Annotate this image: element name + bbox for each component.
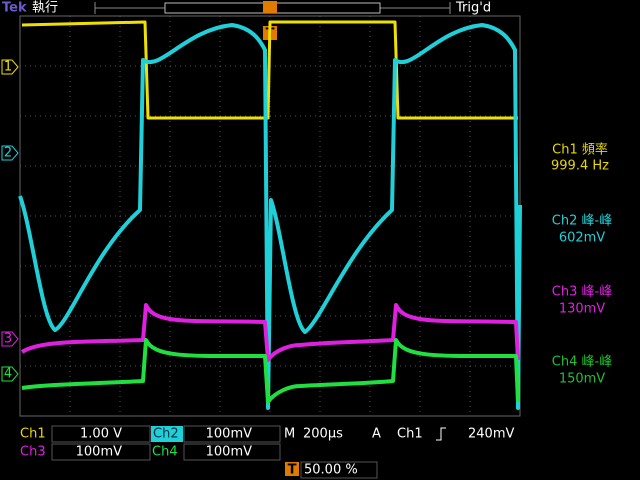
run-status: 執行	[32, 0, 58, 16]
trigger-position-marker: T	[288, 463, 297, 478]
ch1-trace	[21, 20, 518, 120]
ch4-scale: 100mV	[206, 445, 252, 460]
ch2-trace	[18, 23, 522, 410]
ch1-marker-label: 1	[4, 60, 12, 75]
ch3-marker-label: 3	[4, 332, 12, 347]
measurement-value: 150mV	[559, 372, 605, 387]
ch3-scale: 100mV	[76, 445, 122, 460]
ch3-scale-box	[51, 443, 151, 461]
trigger-position-box	[285, 462, 299, 476]
ch3-trace	[20, 303, 520, 362]
trigger-position-value-box	[300, 461, 378, 479]
ch4-label: Ch4	[152, 445, 178, 460]
ch2-label-box	[151, 426, 183, 442]
record-bar	[94, 2, 451, 14]
measurement-label: Ch3 峰-峰	[552, 285, 612, 300]
channel-markers: 1 2 3 4	[1, 59, 19, 382]
ch2-scale-box	[183, 425, 281, 443]
ch1-scale-box	[51, 425, 151, 443]
ch2-scale: 100mV	[206, 427, 252, 442]
ch4-trace	[21, 338, 520, 404]
ch2-label: Ch2	[153, 427, 179, 442]
trigger-level: 240mV	[468, 427, 514, 442]
measurement-label: Ch4 峰-峰	[552, 355, 612, 370]
trigger-mode: A	[372, 427, 381, 442]
brand: Tek	[2, 1, 27, 16]
ch4-marker-label: 4	[4, 367, 12, 382]
timebase: 200µs	[303, 427, 343, 442]
measurement-label: Ch1 頻率	[552, 142, 608, 158]
ch3-label: Ch3	[20, 445, 46, 460]
measurement-value: 602mV	[559, 231, 605, 246]
ch4-scale-box	[183, 443, 281, 461]
trigger-source: Ch1	[397, 427, 423, 442]
ch2-marker-label: 2	[4, 146, 12, 161]
measurements: Ch1 頻率 999.4 Hz Ch2 峰-峰 602mV Ch3 峰-峰 13…	[551, 142, 612, 387]
measurement-value: 130mV	[559, 302, 605, 317]
measurement-label: Ch2 峰-峰	[552, 214, 612, 229]
ch3-marker	[1, 331, 19, 347]
ch1-label: Ch1	[20, 427, 46, 442]
footer: Ch1 1.00 V Ch2 100mV M 200µs A Ch1 240mV…	[20, 425, 514, 479]
ch1-marker	[1, 59, 19, 75]
measurement-value: 999.4 Hz	[551, 159, 609, 174]
ch2-marker	[1, 145, 19, 161]
trigger-position-marker	[263, 1, 277, 13]
waveforms	[18, 20, 522, 410]
trigger-state: Trig'd	[455, 1, 491, 16]
timebase-label: M	[284, 427, 295, 442]
ch4-marker	[1, 366, 19, 382]
ch1-scale: 1.00 V	[80, 427, 122, 442]
trigger-position: 50.00 %	[304, 463, 358, 478]
trigger-slope-icon	[436, 427, 446, 441]
